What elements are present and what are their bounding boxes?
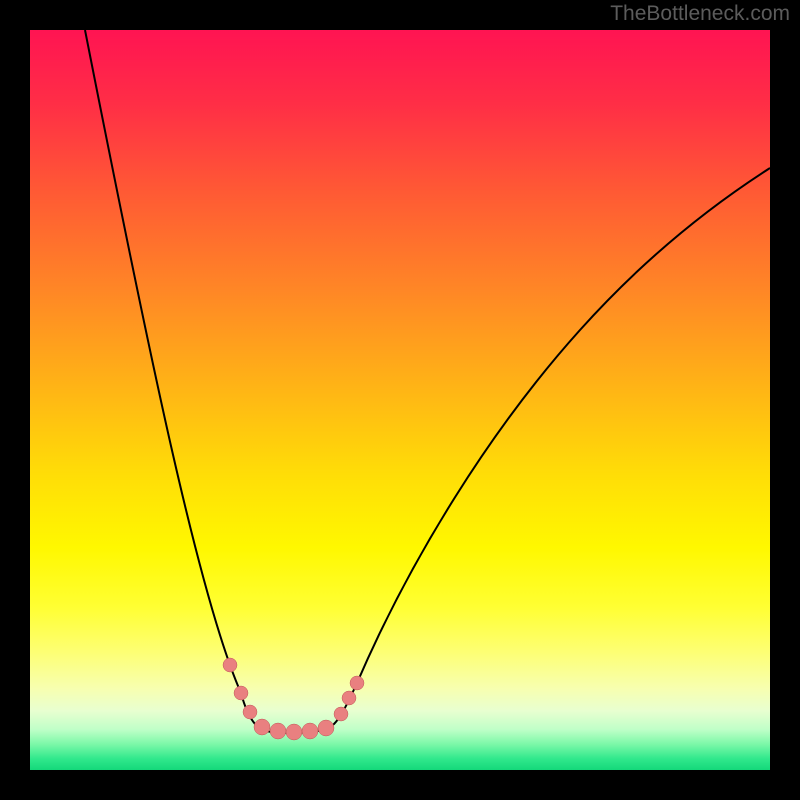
frame-bottom [0, 770, 800, 800]
data-marker [318, 720, 334, 736]
data-marker [254, 719, 270, 735]
bottleneck-chart [0, 0, 800, 800]
attribution-text: TheBottleneck.com [610, 2, 790, 26]
data-marker [234, 686, 248, 700]
data-marker [243, 705, 257, 719]
data-marker [223, 658, 237, 672]
data-marker [286, 724, 302, 740]
frame-right [770, 0, 800, 800]
data-marker [334, 707, 348, 721]
data-marker [302, 723, 318, 739]
gradient-background [30, 30, 770, 770]
data-marker [342, 691, 356, 705]
data-marker [270, 723, 286, 739]
data-marker [350, 676, 364, 690]
frame-left [0, 0, 30, 800]
